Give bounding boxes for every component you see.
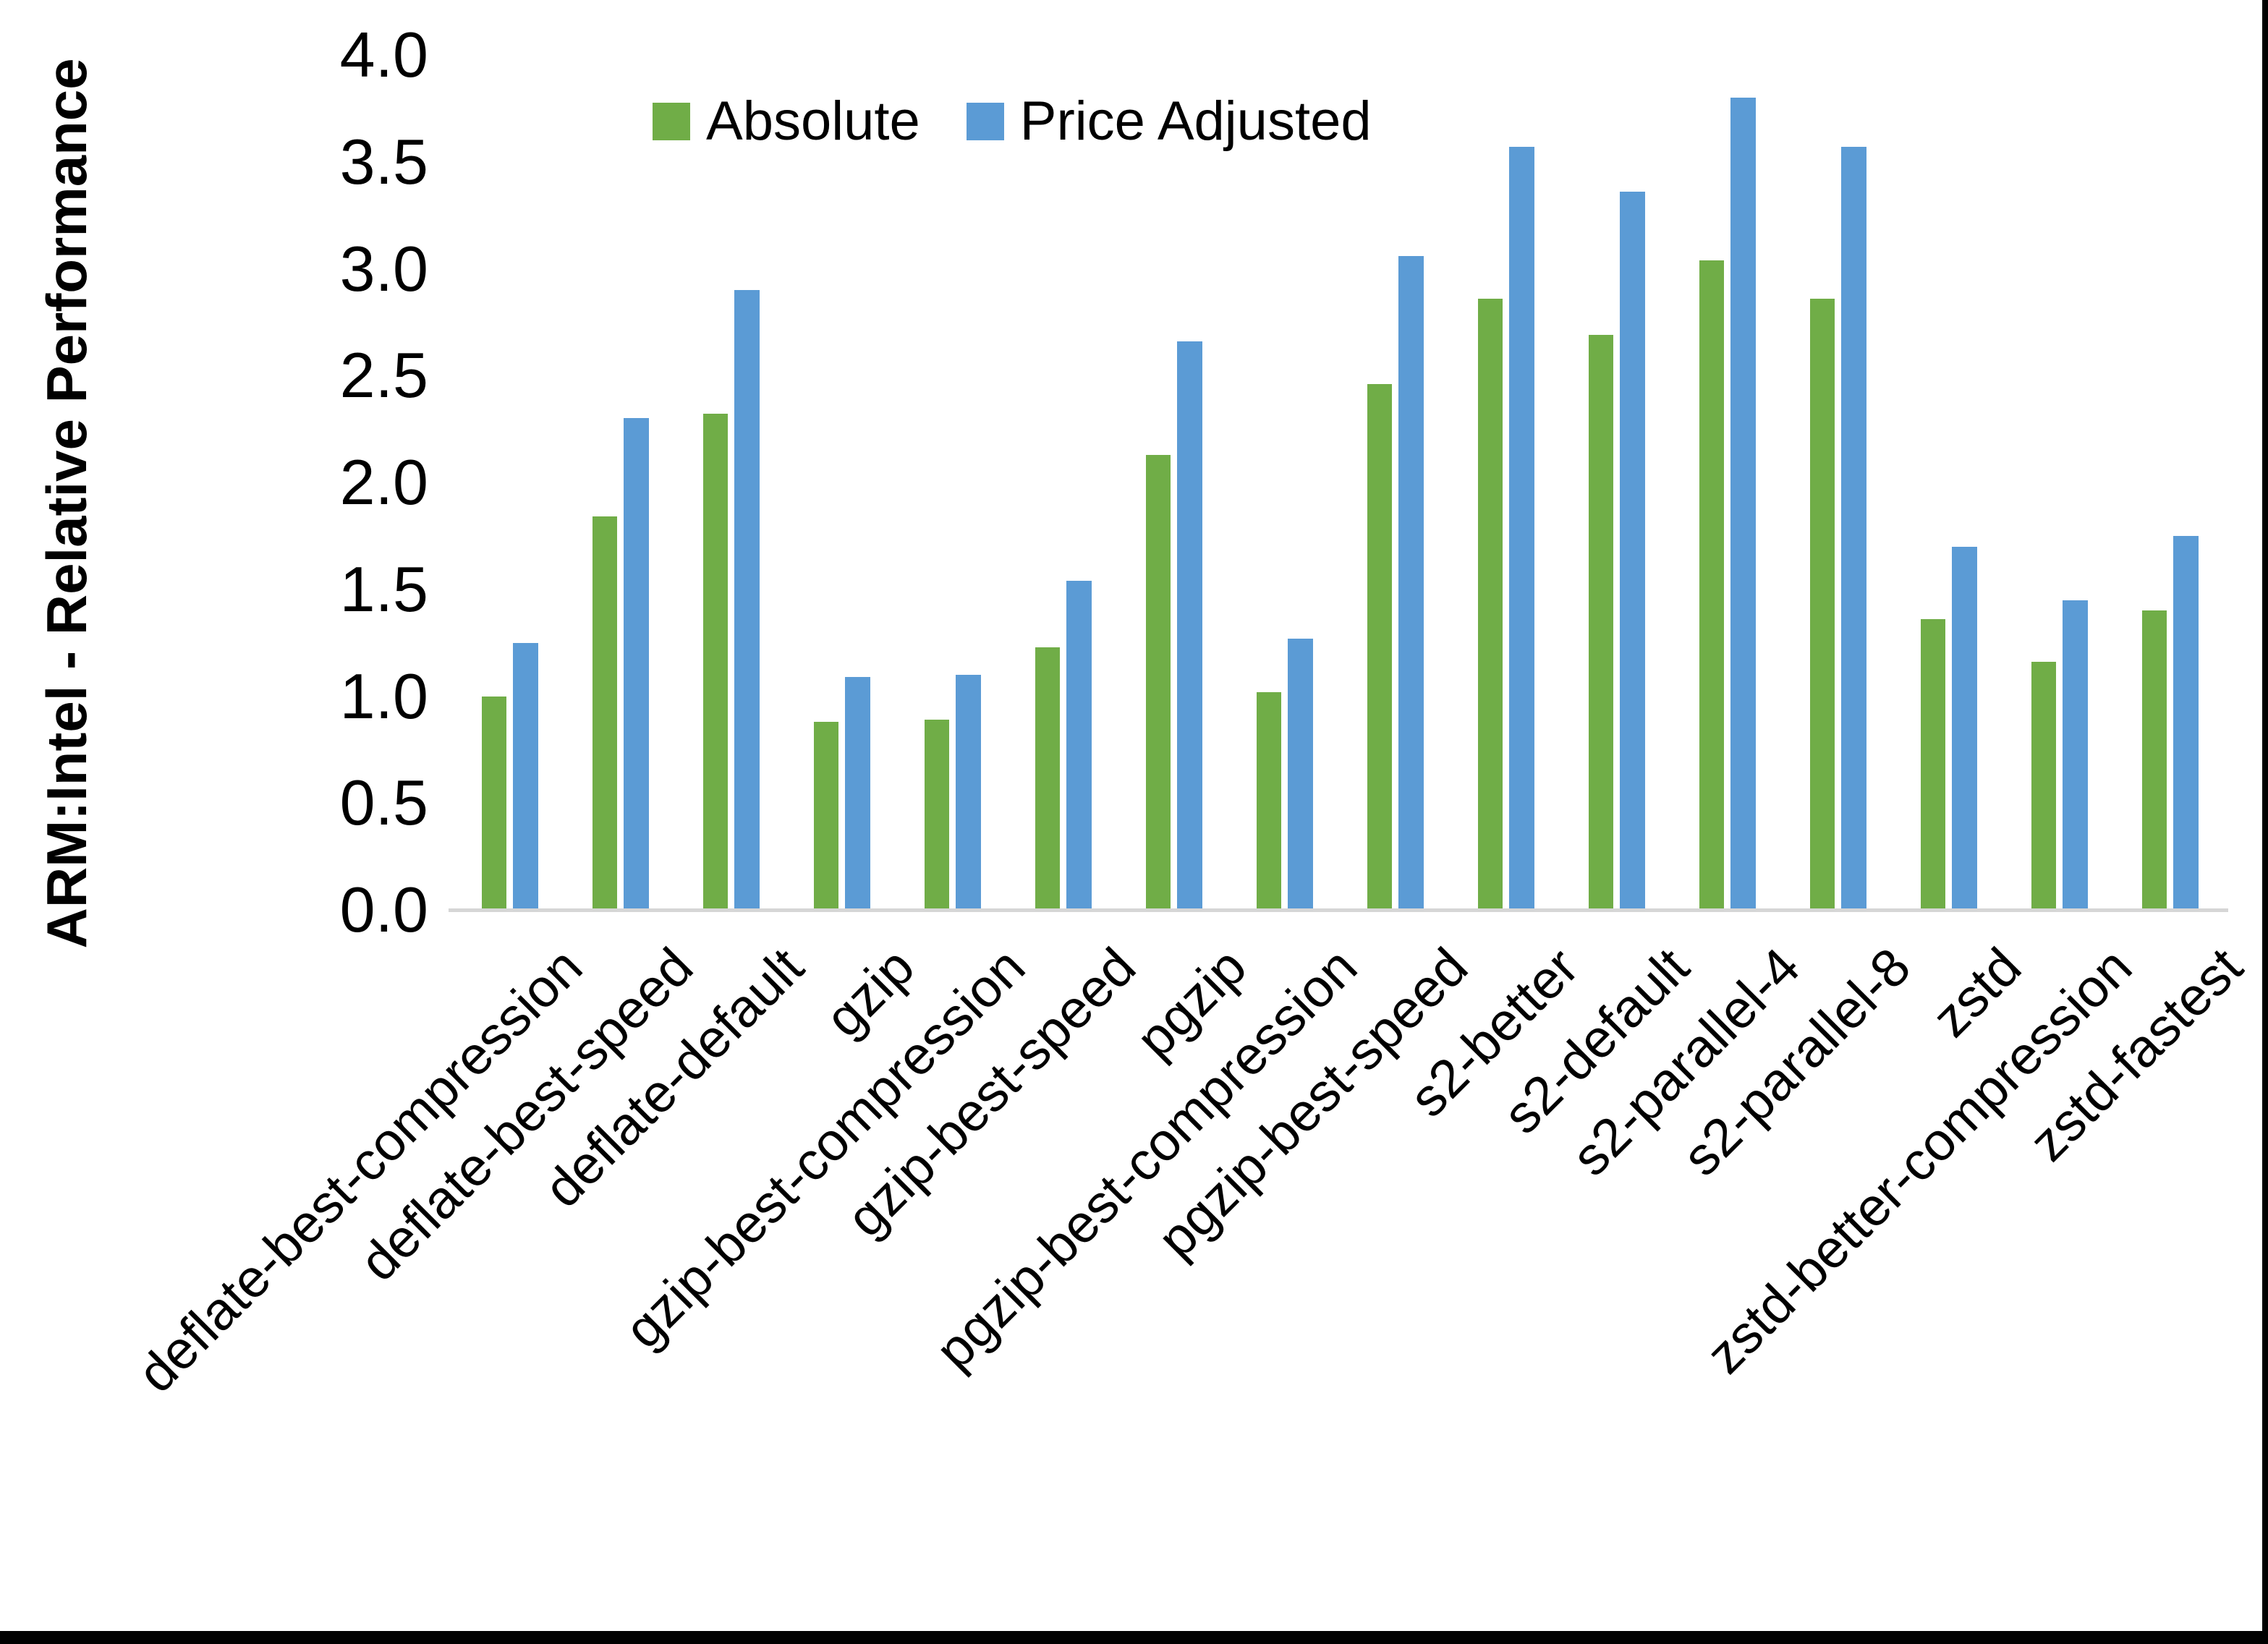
bar-absolute-pgzip-best-compression (1257, 691, 1281, 910)
bar-absolute-pgzip (1146, 454, 1171, 910)
y-tick-label: 3.5 (339, 125, 428, 197)
bar-absolute-s2-default (1589, 335, 1613, 910)
bar-absolute-zstd-fastest (2142, 610, 2167, 910)
legend-swatch-icon (653, 103, 690, 140)
bar-absolute-pgzip-best-speed (1367, 384, 1392, 910)
bar-price-adjusted-s2-parallel-4 (1730, 98, 1756, 910)
bar-price-adjusted-s2-better (1509, 147, 1534, 910)
y-tick-label: 4.0 (339, 19, 428, 90)
y-tick-label: 2.5 (339, 339, 428, 412)
y-tick-label: 3.0 (339, 232, 428, 304)
y-tick-label: 0.0 (339, 874, 428, 945)
bar-price-adjusted-deflate-default (734, 290, 760, 910)
legend: Absolute Price Adjusted (653, 93, 1372, 150)
bar-absolute-deflate-default (703, 414, 728, 910)
right-border-edge (2262, 0, 2268, 1644)
y-tick-label: 1.5 (339, 553, 428, 625)
legend-swatch-icon (966, 103, 1004, 140)
bar-absolute-s2-better (1478, 298, 1503, 910)
bar-price-adjusted-pgzip-best-speed (1398, 255, 1424, 910)
legend-entry-price-adjusted: Price Adjusted (966, 90, 1372, 152)
bar-price-adjusted-pgzip-best-compression (1288, 638, 1313, 910)
bar-absolute-deflate-best-compression (482, 696, 506, 910)
x-axis-line (449, 908, 2228, 912)
bar-price-adjusted-deflate-best-compression (513, 642, 538, 910)
bar-price-adjusted-s2-parallel-8 (1841, 147, 1866, 910)
bar-price-adjusted-zstd-fastest (2173, 535, 2199, 910)
bottom-border-edge (0, 1631, 2268, 1644)
bar-price-adjusted-zstd-better-compression (2063, 600, 2088, 910)
bar-absolute-deflate-best-speed (593, 516, 617, 910)
bar-price-adjusted-s2-default (1620, 192, 1645, 910)
bar-absolute-zstd (1921, 619, 1945, 910)
bar-price-adjusted-gzip-best-speed (1066, 580, 1092, 910)
legend-label: Price Adjusted (1019, 90, 1372, 152)
bar-absolute-s2-parallel-4 (1699, 260, 1724, 910)
bar-price-adjusted-deflate-best-speed (624, 418, 649, 910)
bar-price-adjusted-pgzip (1177, 341, 1202, 910)
y-axis-title: ARM:Intel - Relative Performance (35, 58, 98, 949)
y-tick-label: 0.5 (339, 767, 428, 839)
y-tick-label: 1.0 (339, 660, 428, 732)
legend-label: Absolute (706, 90, 920, 152)
bar-price-adjusted-gzip-best-compression (956, 674, 981, 910)
bar-price-adjusted-gzip (845, 676, 870, 910)
bar-absolute-gzip (814, 721, 838, 910)
bar-price-adjusted-zstd (1952, 546, 1977, 910)
y-tick-label: 2.0 (339, 446, 428, 518)
legend-entry-absolute: Absolute (653, 93, 920, 150)
bar-absolute-s2-parallel-8 (1810, 298, 1835, 910)
bar-absolute-zstd-better-compression (2031, 662, 2056, 910)
bar-absolute-gzip-best-speed (1035, 647, 1060, 910)
bar-absolute-gzip-best-compression (925, 720, 949, 910)
